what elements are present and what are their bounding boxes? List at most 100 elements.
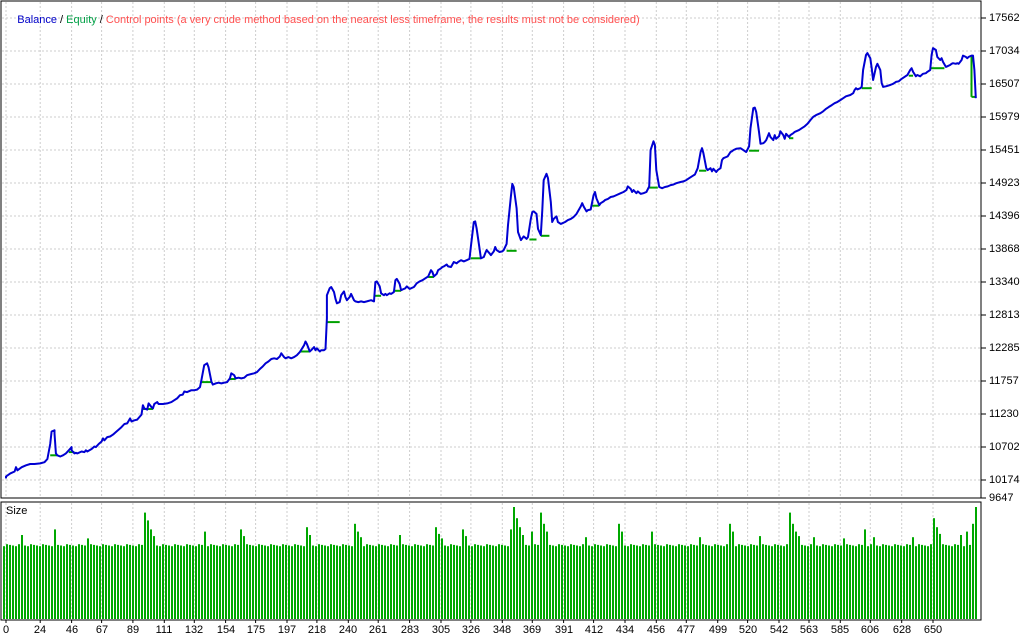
size-bar (318, 544, 320, 619)
legend-separator: / (96, 14, 106, 26)
size-bar (972, 523, 974, 619)
size-bar (519, 527, 521, 619)
size-bar (612, 545, 614, 619)
size-bar (15, 546, 17, 619)
size-bar (330, 544, 332, 619)
size-bar (198, 544, 200, 619)
size-bar (753, 544, 755, 619)
size-bar (906, 544, 908, 619)
size-bar (324, 545, 326, 619)
x-axis-label: 412 (584, 624, 604, 636)
size-bar (96, 545, 98, 619)
size-bar (774, 544, 776, 619)
size-bar (90, 544, 92, 619)
y-axis-label: 10174 (989, 474, 1020, 486)
size-bar (672, 545, 674, 619)
size-bar (714, 544, 716, 619)
size-bar (561, 544, 563, 619)
x-axis-label: 67 (95, 624, 109, 636)
size-bar (648, 545, 650, 619)
size-bar (756, 545, 758, 619)
size-bar (882, 544, 884, 619)
size-bar (474, 544, 476, 619)
size-bar (345, 544, 347, 619)
size-bar (585, 537, 587, 619)
size-bar (234, 544, 236, 619)
size-bar (147, 520, 149, 619)
size-panel-title: Size (6, 505, 28, 517)
size-bar (57, 544, 59, 619)
size-bar (717, 544, 719, 619)
y-axis-label: 12285 (989, 342, 1020, 354)
size-bar (276, 545, 278, 619)
size-bar (504, 545, 506, 619)
size-bar (84, 545, 86, 619)
balance-line (5, 47, 977, 479)
size-bar (903, 546, 905, 619)
x-axis-label: 434 (615, 624, 635, 636)
size-bar (174, 544, 176, 619)
size-bar (441, 538, 443, 619)
size-bar (636, 545, 638, 619)
size-bar (861, 544, 863, 619)
size-bar (351, 546, 353, 619)
size-bar (111, 546, 113, 619)
size-bar (522, 535, 524, 619)
size-bar (564, 545, 566, 619)
size-bar (483, 546, 485, 619)
size-bar (153, 536, 155, 619)
x-axis-label: 218 (307, 624, 327, 636)
size-bar (807, 546, 809, 619)
size-bar (432, 545, 434, 619)
size-bar (189, 544, 191, 619)
x-axis-label: 154 (216, 624, 236, 636)
size-bar (801, 544, 803, 619)
y-axis-label: 17034 (989, 45, 1020, 57)
size-bar (75, 546, 77, 619)
size-bar (570, 544, 572, 619)
size-bar (156, 545, 158, 619)
size-bar (789, 512, 791, 619)
size-bar (270, 544, 272, 619)
size-bar (696, 545, 698, 619)
x-axis-label: 606 (860, 624, 880, 636)
size-bar (450, 544, 452, 619)
size-bar (288, 545, 290, 619)
size-bar (957, 544, 959, 619)
size-bar (354, 523, 356, 619)
size-bar (282, 544, 284, 619)
x-axis-label: 197 (277, 624, 297, 636)
size-bar (375, 546, 377, 619)
size-bar (150, 529, 152, 619)
size-bar (210, 544, 212, 619)
size-bar (357, 531, 359, 619)
size-bar (45, 544, 47, 619)
size-bar (852, 545, 854, 619)
size-bar (729, 523, 731, 619)
size-bar (942, 544, 944, 619)
size-bar (24, 545, 26, 619)
size-bar (669, 544, 671, 619)
size-bar (249, 544, 251, 619)
size-bar (966, 531, 968, 619)
size-bar (285, 544, 287, 619)
size-bar (366, 544, 368, 619)
size-bar (177, 544, 179, 619)
size-bar (129, 544, 131, 619)
size-bar (159, 546, 161, 619)
size-bar (876, 545, 878, 619)
y-axis-label: 13868 (989, 243, 1020, 255)
size-bar (831, 546, 833, 619)
size-bar (255, 546, 257, 619)
size-bar (186, 544, 188, 619)
size-bar (840, 545, 842, 619)
size-bar (378, 544, 380, 619)
size-bar (171, 546, 173, 619)
size-bar (762, 544, 764, 619)
size-bar (477, 544, 479, 619)
x-axis-label: 585 (830, 624, 850, 636)
y-axis-label: 14923 (989, 177, 1020, 189)
size-bar (384, 545, 386, 619)
legend-separator: / (57, 14, 67, 26)
size-bar (252, 545, 254, 619)
